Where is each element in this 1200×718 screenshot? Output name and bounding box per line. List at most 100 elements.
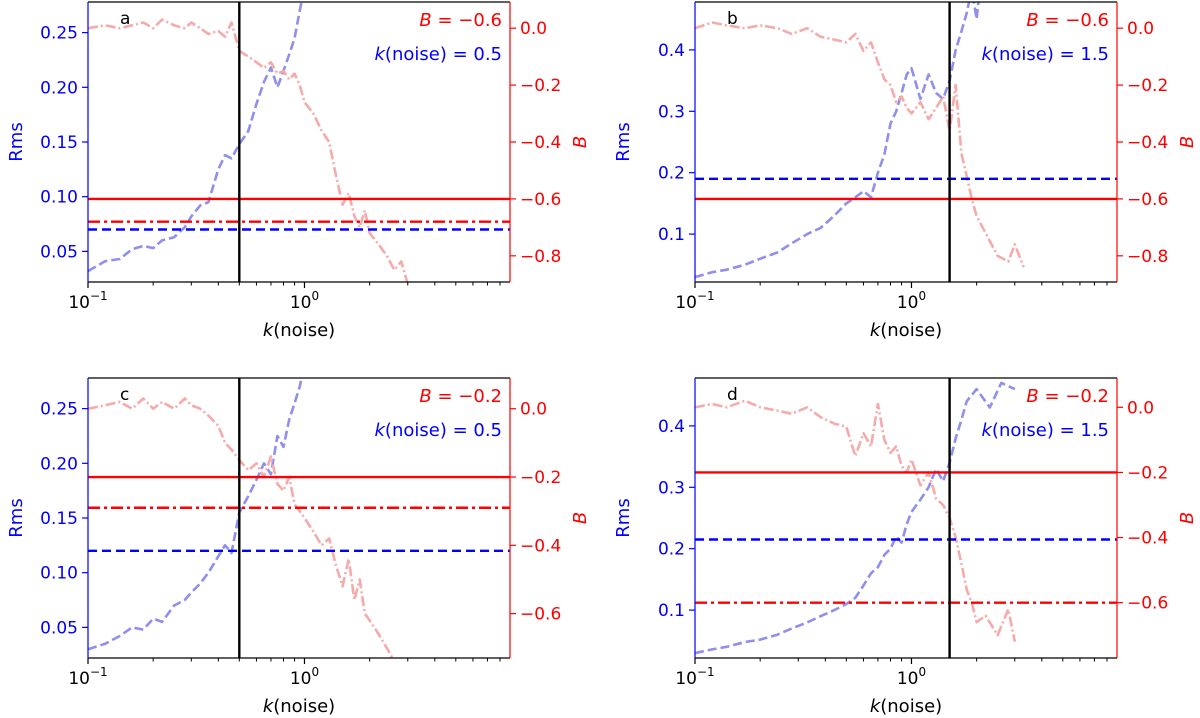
y-left-axis-label: Rms bbox=[6, 498, 27, 537]
x-axis-label: k(noise) bbox=[870, 320, 942, 341]
annotation-rest: (noise) = 1.5 bbox=[992, 420, 1109, 441]
b-value-annotation: B = −0.6 bbox=[1026, 10, 1109, 31]
y-right-axis-label: B bbox=[1177, 512, 1198, 524]
y-left-tick-label: 0.1 bbox=[658, 601, 685, 621]
y-left-tick-label: 0.25 bbox=[40, 400, 78, 420]
annotation-var: k bbox=[374, 44, 386, 65]
x-axis-label-rest: (noise) bbox=[273, 320, 335, 341]
x-tick-base: 10 bbox=[290, 293, 312, 313]
annotation-rest: = −0.2 bbox=[1039, 386, 1109, 407]
x-tick-exponent: 0 bbox=[918, 289, 926, 303]
x-tick-base: 10 bbox=[897, 293, 919, 313]
y-left-tick-label: 0.15 bbox=[40, 133, 78, 153]
y-left-axis-label: Rms bbox=[6, 122, 27, 161]
annotation-var: k bbox=[374, 420, 386, 441]
x-tick-base: 10 bbox=[675, 293, 697, 313]
y-right-tick-label: −0.2 bbox=[520, 468, 561, 488]
x-tick-label: 10−1 bbox=[675, 289, 714, 313]
y-right-tick-label: −0.6 bbox=[1127, 594, 1168, 614]
x-tick-label: 10−1 bbox=[68, 289, 107, 313]
x-axis-label-rest: (noise) bbox=[880, 320, 942, 341]
y-left-tick-label: 0.05 bbox=[40, 618, 78, 638]
annotation-var: B bbox=[419, 386, 431, 407]
x-axis-label: k(noise) bbox=[870, 696, 942, 717]
y-right-tick-label: −0.8 bbox=[1127, 247, 1168, 267]
plot-area bbox=[695, 378, 1117, 658]
annotation-rest: (noise) = 0.5 bbox=[385, 44, 502, 65]
y-left-tick-label: 0.2 bbox=[658, 540, 685, 560]
y-right-tick-label: −0.4 bbox=[1127, 133, 1168, 153]
x-tick-exponent: −1 bbox=[697, 289, 715, 303]
annotation-rest: = −0.6 bbox=[1039, 10, 1109, 31]
x-axis-label: k(noise) bbox=[263, 696, 335, 717]
y-left-tick-label: 0.20 bbox=[40, 78, 78, 98]
x-tick-base: 10 bbox=[290, 669, 312, 689]
x-tick-exponent: 0 bbox=[311, 665, 319, 679]
y-left-tick-label: 0.05 bbox=[40, 242, 78, 262]
b-value-annotation: B = −0.2 bbox=[419, 386, 502, 407]
y-left-axis-label: Rms bbox=[613, 122, 634, 161]
annotation-rest: = −0.2 bbox=[432, 386, 502, 407]
x-axis-label-var: k bbox=[263, 696, 275, 717]
annotation-var: k bbox=[981, 44, 993, 65]
plot-area bbox=[695, 2, 1117, 282]
annotation-rest: (noise) = 1.5 bbox=[992, 44, 1109, 65]
x-tick-base: 10 bbox=[897, 669, 919, 689]
y-right-tick-label: −0.8 bbox=[520, 247, 561, 267]
panel-label: b bbox=[727, 9, 738, 29]
annotation-var: B bbox=[1026, 10, 1038, 31]
x-tick-label: 100 bbox=[290, 665, 319, 689]
rms-series-line bbox=[695, 381, 1016, 655]
panel-label: a bbox=[120, 9, 130, 29]
y-right-tick-label: 0.0 bbox=[1127, 19, 1154, 39]
plot-area bbox=[88, 2, 510, 282]
b-series-line bbox=[88, 18, 409, 282]
y-left-axis-label: Rms bbox=[613, 498, 634, 537]
y-left-tick-label: 0.1 bbox=[658, 225, 685, 245]
rms-series-line bbox=[88, 378, 303, 651]
y-left-tick-label: 0.3 bbox=[658, 478, 685, 498]
annotation-var: k bbox=[981, 420, 993, 441]
y-left-tick-label: 0.10 bbox=[40, 564, 78, 584]
b-series-line bbox=[695, 399, 1017, 642]
rms-series-line bbox=[695, 2, 980, 279]
y-left-tick-label: 0.4 bbox=[658, 417, 685, 437]
y-right-tick-label: −0.6 bbox=[520, 190, 561, 210]
annotation-rest: = −0.6 bbox=[432, 10, 502, 31]
x-tick-label: 100 bbox=[897, 289, 926, 313]
panel-label: d bbox=[727, 385, 738, 405]
y-right-tick-label: 0.0 bbox=[1127, 398, 1154, 418]
plot-area bbox=[88, 378, 510, 658]
k-noise-annotation: k(noise) = 0.5 bbox=[374, 44, 502, 65]
x-tick-label: 10−1 bbox=[675, 665, 714, 689]
y-right-tick-label: −0.6 bbox=[520, 605, 561, 625]
y-right-tick-label: −0.2 bbox=[1127, 463, 1168, 483]
x-tick-exponent: −1 bbox=[90, 665, 108, 679]
k-noise-annotation: k(noise) = 1.5 bbox=[981, 420, 1109, 441]
x-axis-label-rest: (noise) bbox=[880, 696, 942, 717]
annotation-rest: (noise) = 0.5 bbox=[385, 420, 502, 441]
b-value-annotation: B = −0.6 bbox=[419, 10, 502, 31]
annotation-var: B bbox=[419, 10, 431, 31]
y-right-tick-label: −0.2 bbox=[1127, 76, 1168, 96]
y-right-axis-label: B bbox=[1177, 136, 1198, 148]
x-axis-label-var: k bbox=[870, 696, 882, 717]
y-left-tick-label: 0.25 bbox=[40, 24, 78, 44]
x-axis-label: k(noise) bbox=[263, 320, 335, 341]
x-axis-label-var: k bbox=[870, 320, 882, 341]
y-left-tick-label: 0.2 bbox=[658, 164, 685, 184]
k-noise-annotation: k(noise) = 0.5 bbox=[374, 420, 502, 441]
rms-series-line bbox=[88, 2, 303, 273]
k-noise-annotation: k(noise) = 1.5 bbox=[981, 44, 1109, 65]
x-tick-base: 10 bbox=[68, 669, 90, 689]
x-axis-label-rest: (noise) bbox=[273, 696, 335, 717]
annotation-var: B bbox=[1026, 386, 1038, 407]
x-tick-exponent: −1 bbox=[697, 665, 715, 679]
x-tick-label: 10−1 bbox=[68, 665, 107, 689]
b-series-line bbox=[88, 397, 394, 658]
x-tick-exponent: 0 bbox=[311, 289, 319, 303]
x-axis-label-var: k bbox=[263, 320, 275, 341]
